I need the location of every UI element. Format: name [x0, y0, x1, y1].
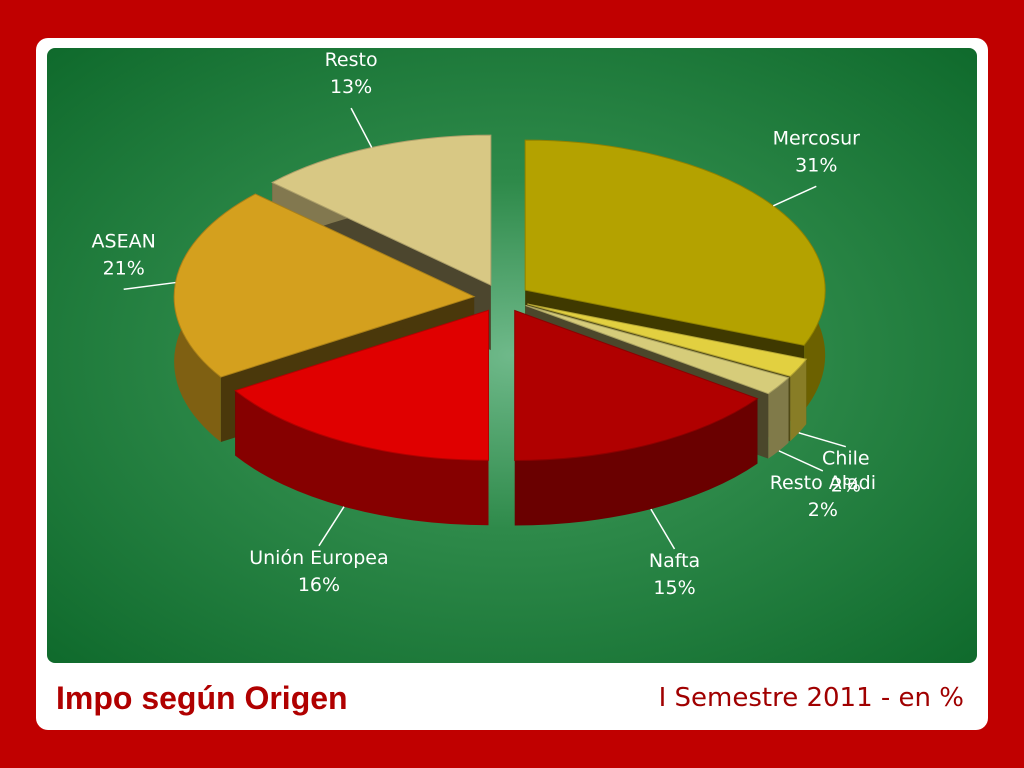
slice-label: Resto	[325, 49, 378, 71]
leader-line	[798, 432, 847, 448]
slice-value-label: 2%	[808, 499, 838, 521]
slide-card: Mercosur 31% Chile 2% Resto Aladi 2% Nafta 15% U…	[36, 38, 988, 730]
slice-label: ASEAN	[92, 230, 156, 252]
slice	[234, 309, 490, 526]
slice-label: Chile	[822, 448, 870, 470]
chart-panel: Mercosur 31% Chile 2% Resto Aladi 2% Nafta 15% U…	[47, 48, 977, 663]
slice-value-label: 16%	[298, 574, 340, 596]
slice-top	[234, 309, 490, 461]
slice-top	[525, 305, 790, 395]
slice-rim	[235, 390, 489, 526]
leader-line	[123, 281, 176, 291]
slice-value-label: 13%	[330, 76, 372, 98]
slice-rim	[514, 398, 758, 526]
slice-label: Mercosur	[773, 127, 860, 149]
slice-top	[514, 309, 759, 461]
slice-value-label: 21%	[103, 257, 145, 279]
slice-label: Resto Aladi	[770, 472, 876, 494]
leader-line	[318, 506, 345, 547]
leader-line	[350, 107, 373, 148]
slice-label: Unión Europea	[249, 547, 388, 569]
slice-top	[173, 193, 476, 378]
slice-top	[527, 303, 808, 377]
slice-label: Nafta	[649, 550, 700, 572]
leader-line	[650, 508, 676, 550]
slice-top	[524, 139, 826, 346]
chart-title: Impo según Origen	[56, 680, 348, 716]
leader-line	[772, 185, 817, 207]
slice-rim	[790, 359, 807, 442]
leader-line	[778, 450, 824, 472]
slice-value-label: 2%	[831, 475, 861, 497]
slice-value-label: 15%	[653, 577, 695, 599]
slice-rim	[768, 377, 789, 459]
slice	[514, 309, 759, 526]
chart-subtitle: I Semestre 2011 - en %	[658, 683, 964, 713]
slice-top	[271, 134, 492, 286]
slice-value-label: 31%	[795, 154, 837, 176]
